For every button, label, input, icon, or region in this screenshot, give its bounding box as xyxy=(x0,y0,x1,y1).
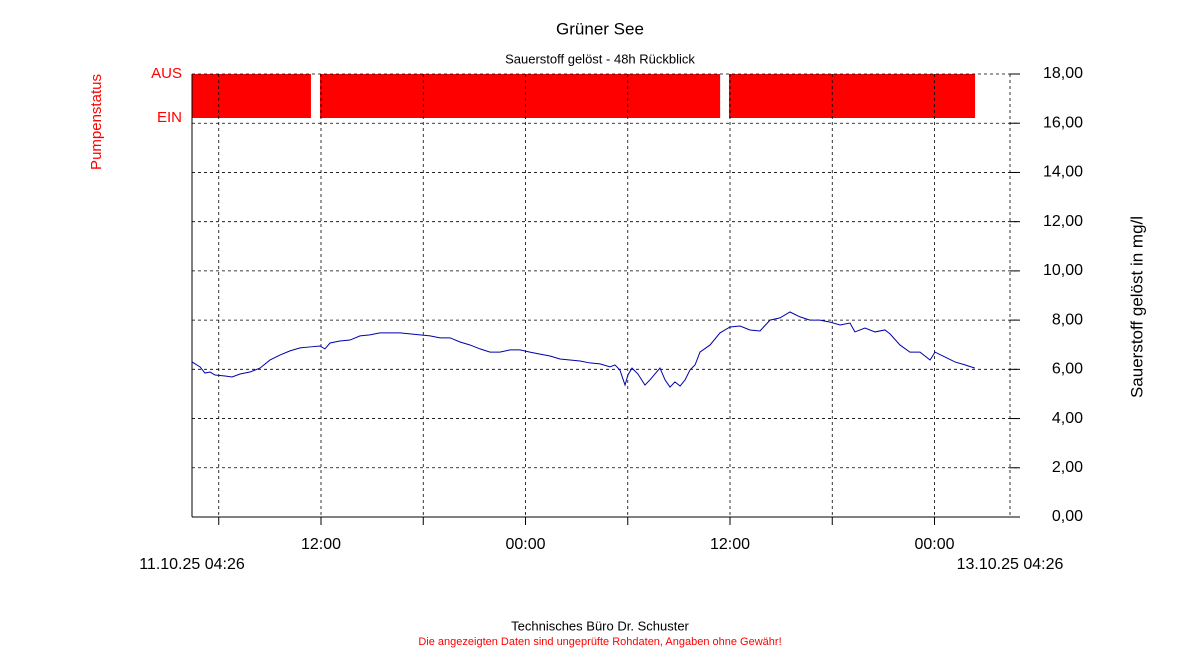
y-tick-label: 16,00 xyxy=(1043,114,1083,131)
pump-bar xyxy=(192,74,311,118)
y-tick-label: 6,00 xyxy=(1052,361,1083,378)
data-line xyxy=(191,311,976,388)
pump-bar xyxy=(319,74,721,118)
x-tick-label: 12:00 xyxy=(301,536,341,553)
pump-bar xyxy=(728,74,976,118)
x-tick-label: 00:00 xyxy=(505,536,545,553)
y-tick-label: 12,00 xyxy=(1043,213,1083,230)
disclaimer: Die angezeigten Daten sind ungeprüfte Ro… xyxy=(418,636,781,648)
pump-axis-label: Pumpenstatus xyxy=(88,74,105,170)
footer: Technisches Büro Dr. Schuster xyxy=(511,618,689,633)
y-axis-label: Sauerstoff gelöst in mg/l xyxy=(1127,216,1146,398)
chart-title: Grüner See xyxy=(556,19,644,38)
x-range-label: 13.10.25 04:26 xyxy=(957,556,1064,573)
y-tick-label: 8,00 xyxy=(1052,311,1083,328)
pump-level-label: AUS xyxy=(151,65,182,82)
x-tick-label: 12:00 xyxy=(710,536,750,553)
y-tick-label: 18,00 xyxy=(1043,65,1083,82)
chart-subtitle: Sauerstoff gelöst - 48h Rückblick xyxy=(505,51,695,66)
pump-level-label: EIN xyxy=(157,109,182,126)
y-tick-label: 14,00 xyxy=(1043,164,1083,181)
y-tick-label: 0,00 xyxy=(1052,508,1083,525)
y-tick-label: 2,00 xyxy=(1052,459,1083,476)
x-range-label: 11.10.25 04:26 xyxy=(139,556,245,573)
x-tick-label: 00:00 xyxy=(914,536,954,553)
y-tick-label: 4,00 xyxy=(1052,410,1083,427)
y-tick-label: 10,00 xyxy=(1043,262,1083,279)
